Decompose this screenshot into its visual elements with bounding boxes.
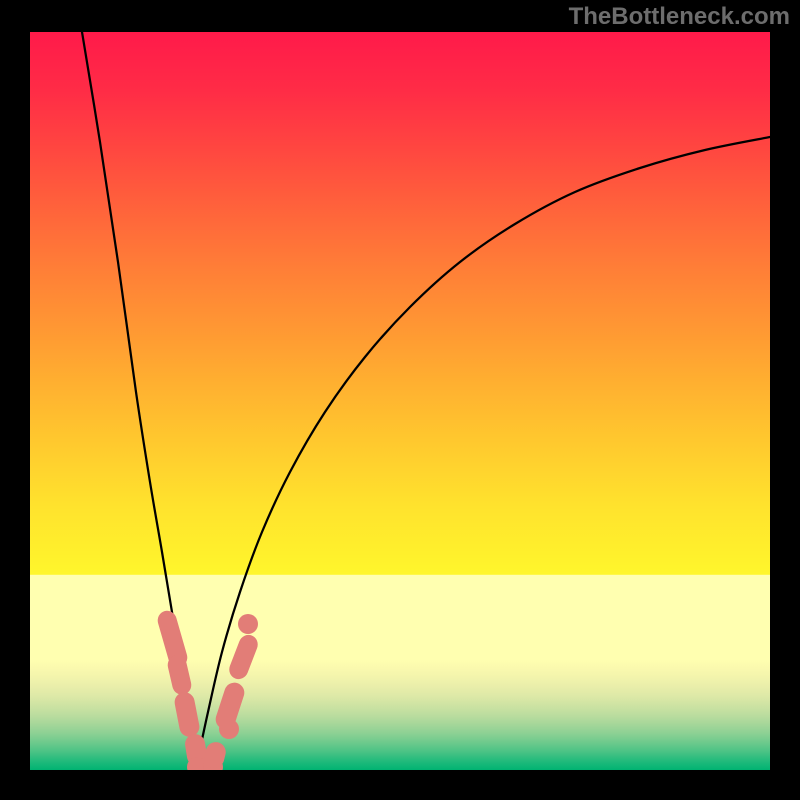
watermark-text: TheBottleneck.com xyxy=(569,3,790,30)
bottleneck-chart-svg: TheBottleneck.com xyxy=(0,0,800,800)
marker xyxy=(238,614,258,634)
chart-canvas: TheBottleneck.com xyxy=(0,0,800,800)
gradient-background xyxy=(30,32,770,770)
